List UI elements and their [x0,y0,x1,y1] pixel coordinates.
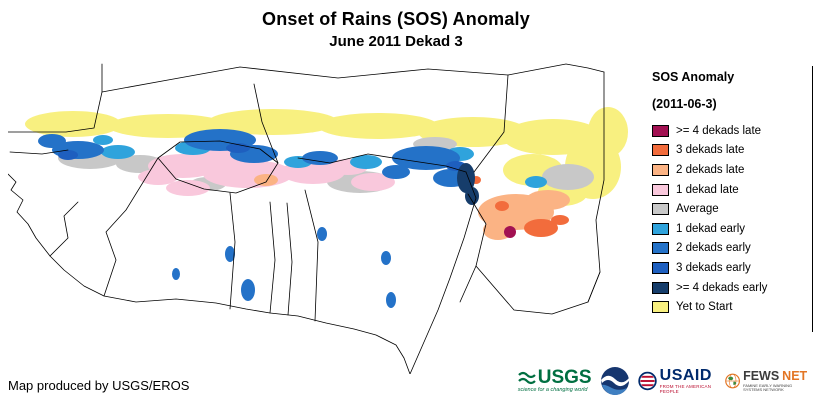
legend-label: 2 dekads early [676,242,751,255]
border-benin-nigeria [304,189,319,322]
noaa-emblem-icon [600,367,629,395]
border-togo-benin [286,202,293,316]
legend-item: Yet to Start [652,297,810,317]
legend-label: >= 4 dekads late [676,124,762,137]
legend-item: 3 dekads late [652,141,810,161]
usgs-tagline: science for a changing world [517,387,588,394]
border-chad-car [475,265,601,315]
legend-swatch [652,222,669,235]
legend-item: 1 dekad late [652,180,810,200]
border-mali-niger [253,83,279,164]
map-subtitle: June 2011 Dekad 3 [329,33,463,50]
border-niger-chad [473,74,509,173]
border-guinea-ci [103,157,159,297]
border-nigeria-cameroon [409,171,477,375]
partner-logos: USGS science for a changing world [518,361,812,401]
border-burkina [157,140,279,194]
legend-label: 3 dekads early [676,261,751,274]
legend-swatch [652,242,669,255]
legend-label: Yet to Start [676,301,733,314]
usgs-logo: USGS science for a changing world [518,368,592,394]
usaid-tagline: FROM THE AMERICAN PEOPLE [659,384,712,394]
legend-swatch [652,203,669,216]
border-senegal-inner [9,149,69,155]
legend-item: 2 dekads early [652,239,810,259]
border-guinea-west [49,201,79,257]
border-ghana-togo [269,201,276,314]
usgs-wave-icon [517,371,536,384]
legend-swatch [652,144,669,157]
legend-item: >= 4 dekads late [652,121,810,141]
legend-label: >= 4 dekads early [676,281,768,294]
border-ci-ghana [229,192,236,310]
legend-item: >= 4 dekads early [652,278,810,298]
border-niger-nigeria [297,153,467,173]
map-svg [7,63,628,375]
usgs-wordmark: USGS [537,367,592,389]
legend-swatch [652,124,669,137]
legend-swatch [652,183,669,196]
fewsnet-globe-icon [725,373,740,389]
legend-swatch [652,301,669,314]
legend-date: (2011-06-3) [652,97,717,111]
legend-label: Average [676,203,719,216]
fewsnet-wordmark-net: NET [782,369,808,383]
usaid-logo: USAID FROM THE AMERICAN PEOPLE [637,366,717,395]
usaid-seal-icon [637,371,657,391]
border-cameroon-chad [459,193,487,303]
legend-item: 3 dekads early [652,258,810,278]
legend-swatch [652,281,669,294]
map-title: Onset of Rains (SOS) Anomaly [262,9,530,29]
fewsnet-logo: FEWS NET FAMINE EARLY WARNING SYSTEMS NE… [725,370,812,392]
legend-swatch [652,261,669,274]
legend-label: 1 dekad late [676,183,739,196]
border-senegal-north [7,63,103,133]
usaid-wordmark: USAID [659,366,712,384]
legend-title: SOS Anomaly [652,70,735,84]
legend-label: 2 dekads late [676,163,745,176]
legend-swatch [652,163,669,176]
country-borders [7,63,605,375]
border-sahara [101,63,605,93]
fewsnet-wordmark-fews: FEWS [743,369,780,383]
coastline [7,173,411,375]
map-frame-line [812,66,813,332]
region-2-dekads-early [38,129,469,308]
noaa-logo [600,366,630,396]
region-4-dekads-late [504,226,516,238]
map [7,62,648,375]
legend-label: 3 dekads late [676,144,745,157]
legend-item: 1 dekad early [652,219,810,239]
legend: SOS Anomaly (2011-06-3) >= 4 dekads late… [652,70,810,317]
legend-item: 2 dekads late [652,160,810,180]
legend-item: Average [652,199,810,219]
legend-label: 1 dekad early [676,222,746,235]
fewsnet-tagline: FAMINE EARLY WARNING SYSTEMS NETWORK [743,383,793,392]
credit-text: Map produced by USGS/EROS [8,378,190,393]
